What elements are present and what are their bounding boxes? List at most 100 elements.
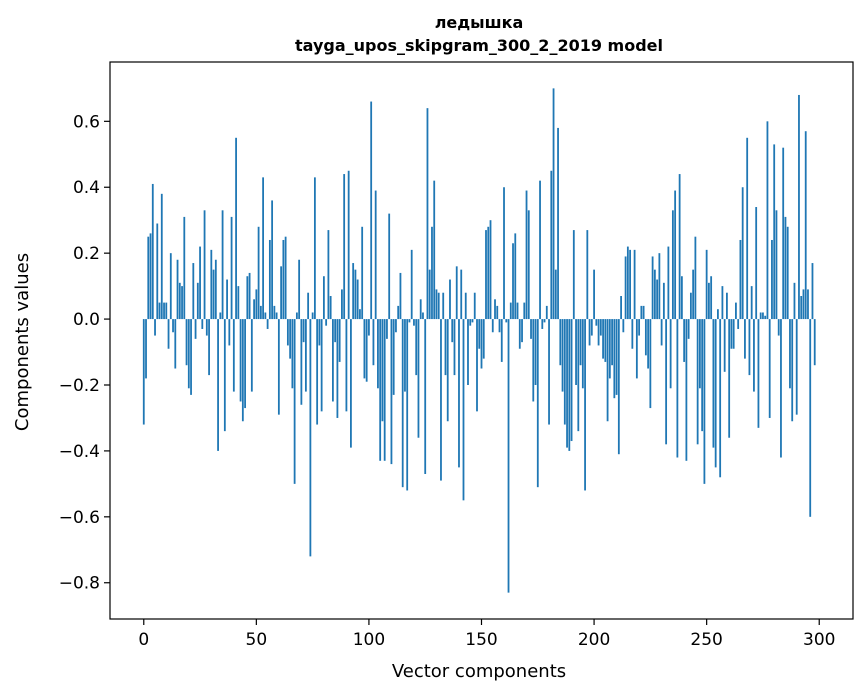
bar-281 [775,210,778,320]
bar-242 [687,319,690,339]
bar-203 [599,319,602,336]
bar-111 [392,319,395,395]
bar-12 [169,253,172,320]
bar-58 [273,305,276,320]
y-tick-label: 0.4 [73,178,100,198]
bar-286 [786,226,789,320]
bar-272 [755,207,758,320]
bar-75 [311,312,314,320]
bar-214 [624,256,627,320]
bar-156 [494,299,496,320]
bar-93 [352,263,355,320]
bar-34 [219,312,222,320]
bar-29 [208,319,210,376]
bar-56 [268,239,271,320]
bar-212 [620,296,622,320]
bar-236 [674,190,677,320]
bar-59 [275,312,278,320]
bar-132 [440,319,442,481]
bar-186 [561,319,564,392]
bar-231 [662,282,665,320]
bar-47 [248,272,251,320]
bar-144 [467,319,469,385]
bar-271 [753,319,755,392]
y-tick-label: −0.4 [59,442,100,462]
bar-21 [190,319,192,395]
bar-83 [329,296,332,320]
bar-193 [577,319,580,432]
bar-217 [631,319,634,349]
bar-86 [336,319,339,418]
bar-92 [350,319,352,448]
bar-268 [746,137,749,320]
bar-37 [226,279,228,320]
bar-278 [768,319,771,418]
bar-257 [721,286,724,320]
bar-71 [302,319,305,343]
bar-136 [449,279,451,320]
bar-297 [811,263,814,320]
bar-91 [347,170,350,320]
bar-113 [397,305,400,320]
bar-134 [444,319,447,376]
bar-258 [723,319,726,372]
bar-270 [750,286,753,320]
x-axis-ticks: 0 50 100 150 200 250 300 [138,619,835,650]
bar-213 [622,319,625,333]
bar-216 [629,249,631,320]
bar-266 [741,187,744,320]
bar-263 [735,302,737,320]
bar-249 [703,319,706,484]
bar-82 [327,230,330,320]
bar-68 [295,312,298,320]
bar-253 [712,319,715,448]
bar-269 [748,319,751,376]
bar-4 [151,183,154,320]
bar-230 [660,319,663,346]
bar-43 [239,319,242,402]
bar-115 [401,319,404,488]
y-axis-ticks: −0.8 −0.6 −0.4 −0.2 0.0 0.2 0.4 0.6 [59,112,110,594]
bar-170 [525,190,528,320]
bar-161 [505,319,508,323]
bar-76 [313,177,316,320]
bar-61 [280,266,283,320]
x-tick-label: 300 [803,630,835,650]
bar-141 [460,269,463,320]
bar-153 [487,226,490,320]
bar-267 [744,319,746,359]
bar-3 [149,233,152,320]
chart-title-line1: ледышка [435,13,524,32]
bar-264 [737,319,740,329]
bar-114 [399,272,402,320]
bar-226 [651,256,654,320]
chart-title-line2: tayga_upos_skipgram_300_2_2019 model [295,36,663,55]
bar-150 [480,319,483,369]
bar-46 [246,276,249,320]
bar-288 [791,319,794,422]
bar-49 [253,299,255,320]
bar-72 [304,319,307,392]
bar-247 [699,319,701,389]
bar-51 [257,226,260,320]
bar-177 [541,319,544,329]
bar-22 [192,263,195,320]
bar-38 [228,319,231,346]
bar-191 [572,230,575,320]
bar-218 [633,249,636,320]
bar-224 [647,319,650,369]
bar-90 [345,319,348,412]
bar-100 [368,319,370,336]
bar-189 [568,319,571,451]
bar-151 [482,319,485,359]
bar-126 [426,108,429,320]
bar-159 [500,319,503,362]
bar-172 [530,319,532,339]
bar-235 [671,210,674,320]
bar-6 [156,223,159,320]
bar-110 [390,319,393,465]
bar-104 [377,319,379,389]
bar-146 [471,319,474,323]
bar-202 [597,319,600,346]
bar-78 [318,319,321,346]
